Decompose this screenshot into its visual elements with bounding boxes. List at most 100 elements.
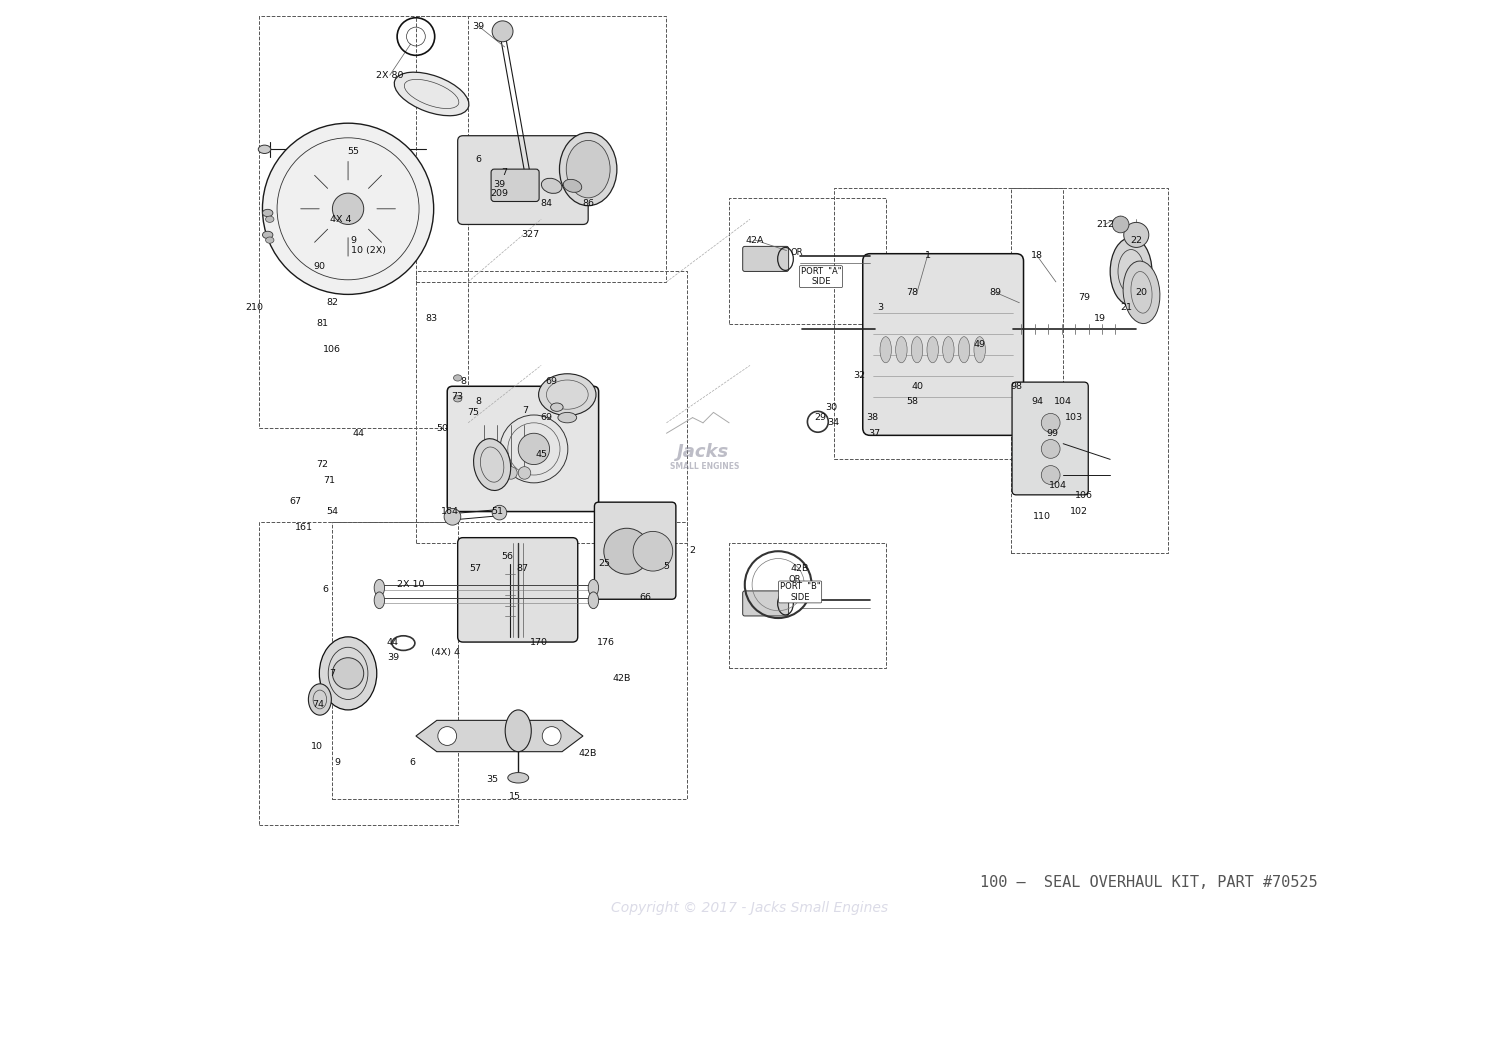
- Text: 54: 54: [327, 507, 339, 516]
- Ellipse shape: [958, 337, 970, 363]
- Ellipse shape: [374, 579, 384, 596]
- Text: Copyright © 2017 - Jacks Small Engines: Copyright © 2017 - Jacks Small Engines: [612, 901, 888, 916]
- Ellipse shape: [453, 375, 462, 381]
- Text: 2X 80: 2X 80: [376, 71, 404, 79]
- FancyBboxPatch shape: [458, 538, 578, 642]
- Text: 55: 55: [348, 147, 360, 156]
- Text: 34: 34: [828, 419, 840, 427]
- Text: 98: 98: [1010, 382, 1022, 390]
- Text: 1: 1: [924, 252, 930, 260]
- Text: 22: 22: [1131, 236, 1143, 244]
- Text: 210: 210: [244, 304, 262, 312]
- Text: 75: 75: [468, 408, 480, 417]
- Text: 25: 25: [598, 560, 610, 568]
- Ellipse shape: [474, 438, 510, 491]
- Ellipse shape: [588, 579, 598, 596]
- FancyBboxPatch shape: [742, 246, 789, 271]
- Text: 50: 50: [436, 424, 448, 432]
- Text: 15: 15: [509, 792, 520, 801]
- Text: OR: OR: [789, 575, 801, 584]
- Text: 2: 2: [690, 546, 696, 554]
- Text: 100 –  SEAL OVERHAUL KIT, PART #70525: 100 – SEAL OVERHAUL KIT, PART #70525: [980, 875, 1317, 889]
- Text: 7: 7: [522, 406, 528, 414]
- Text: 327: 327: [522, 231, 540, 239]
- Text: 67: 67: [290, 497, 302, 505]
- Ellipse shape: [266, 216, 274, 222]
- Circle shape: [633, 531, 672, 571]
- Text: 30: 30: [825, 403, 837, 411]
- Text: 83: 83: [426, 314, 438, 323]
- Text: 71: 71: [324, 476, 336, 484]
- Circle shape: [1041, 413, 1060, 432]
- Circle shape: [333, 193, 363, 224]
- Text: 21: 21: [1120, 304, 1132, 312]
- Ellipse shape: [1110, 238, 1152, 306]
- Text: 86: 86: [582, 199, 594, 208]
- Text: 49: 49: [974, 340, 986, 349]
- Text: 5: 5: [663, 563, 669, 571]
- Ellipse shape: [374, 592, 384, 609]
- Text: 69: 69: [546, 377, 558, 385]
- Text: 6: 6: [476, 156, 482, 164]
- Ellipse shape: [309, 684, 332, 715]
- FancyBboxPatch shape: [742, 591, 789, 616]
- Text: 10: 10: [310, 742, 322, 751]
- Circle shape: [542, 727, 561, 745]
- Text: 79: 79: [1078, 293, 1090, 302]
- Circle shape: [1041, 440, 1060, 458]
- Text: Jacks: Jacks: [676, 443, 729, 461]
- Circle shape: [333, 658, 363, 689]
- Text: 72: 72: [316, 460, 328, 469]
- Text: 37: 37: [868, 429, 880, 437]
- FancyBboxPatch shape: [458, 136, 588, 224]
- Text: 4X 4: 4X 4: [330, 215, 351, 223]
- Ellipse shape: [262, 209, 273, 217]
- Text: 56: 56: [503, 552, 515, 561]
- Text: 94: 94: [1030, 398, 1042, 406]
- Text: 84: 84: [540, 199, 552, 208]
- FancyBboxPatch shape: [862, 254, 1023, 435]
- Text: 40: 40: [910, 382, 922, 390]
- Text: 106: 106: [1076, 492, 1094, 500]
- Text: 18: 18: [1030, 252, 1042, 260]
- Circle shape: [444, 508, 460, 525]
- Text: 6: 6: [410, 758, 416, 766]
- Text: 42B: 42B: [612, 674, 632, 683]
- Ellipse shape: [518, 433, 549, 465]
- Circle shape: [492, 21, 513, 42]
- Text: 209: 209: [490, 189, 508, 197]
- Text: 3: 3: [878, 304, 884, 312]
- Text: 104: 104: [1054, 398, 1072, 406]
- Text: 164: 164: [441, 507, 459, 516]
- Text: 35: 35: [486, 776, 498, 784]
- FancyBboxPatch shape: [447, 386, 598, 512]
- Text: 42B: 42B: [790, 565, 810, 573]
- Text: 106: 106: [324, 346, 342, 354]
- Text: 103: 103: [1065, 413, 1083, 422]
- Text: 7: 7: [330, 669, 336, 678]
- Text: 58: 58: [906, 398, 918, 406]
- Text: 2X 10: 2X 10: [398, 580, 424, 589]
- Text: OR: OR: [790, 248, 802, 257]
- Text: 7: 7: [501, 168, 507, 176]
- Circle shape: [1124, 222, 1149, 247]
- Text: 10 (2X): 10 (2X): [351, 246, 387, 255]
- Circle shape: [477, 467, 490, 479]
- Ellipse shape: [542, 179, 562, 193]
- Text: 6: 6: [322, 586, 328, 594]
- FancyBboxPatch shape: [594, 502, 676, 599]
- Text: (4X) 4: (4X) 4: [430, 648, 459, 657]
- Text: 90: 90: [314, 262, 326, 270]
- Text: 110: 110: [1034, 513, 1052, 521]
- Circle shape: [262, 123, 434, 294]
- Text: 57: 57: [470, 565, 482, 573]
- Text: 78: 78: [906, 288, 918, 296]
- Text: 29: 29: [815, 413, 827, 422]
- Ellipse shape: [453, 396, 462, 402]
- Circle shape: [504, 467, 518, 479]
- Circle shape: [1041, 466, 1060, 484]
- Polygon shape: [416, 720, 584, 752]
- Ellipse shape: [974, 337, 986, 363]
- FancyBboxPatch shape: [1013, 382, 1089, 495]
- Text: 69: 69: [540, 413, 552, 422]
